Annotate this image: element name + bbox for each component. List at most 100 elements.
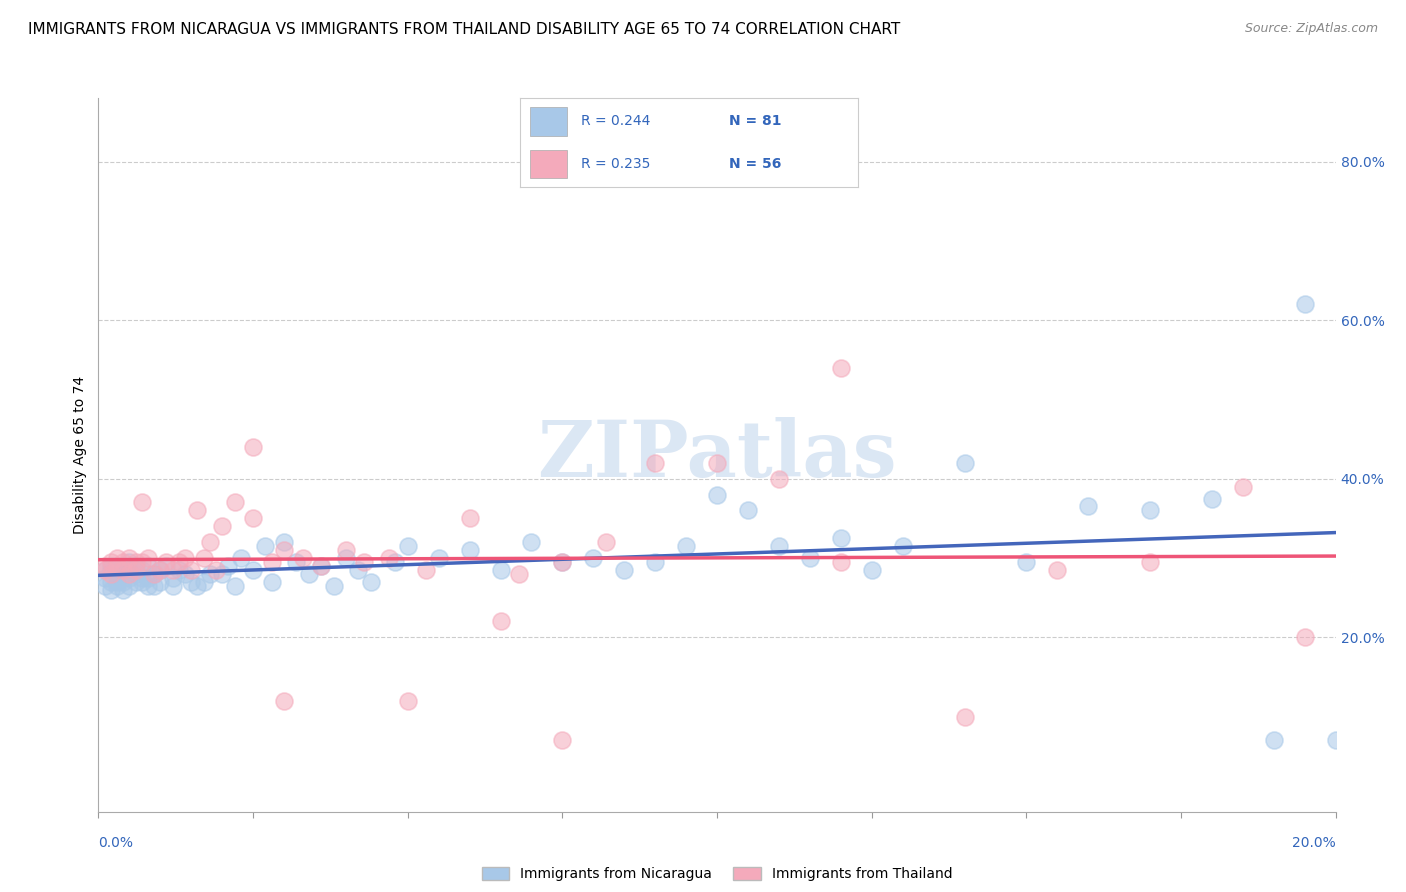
Point <box>136 571 159 585</box>
Point <box>124 563 146 577</box>
Point <box>427 551 450 566</box>
Point <box>706 456 728 470</box>
Point <box>162 563 184 577</box>
Point <box>353 555 375 569</box>
Point <box>1046 563 1069 577</box>
Point <box>186 579 208 593</box>
Point <box>309 558 332 573</box>
Point <box>100 555 122 569</box>
Point <box>891 539 914 553</box>
Point <box>162 579 184 593</box>
Point <box>1294 297 1316 311</box>
Point <box>595 535 617 549</box>
Point <box>118 566 141 581</box>
Point <box>100 566 122 581</box>
Point <box>254 539 277 553</box>
Point <box>131 563 153 577</box>
Point <box>291 551 314 566</box>
Text: Source: ZipAtlas.com: Source: ZipAtlas.com <box>1244 22 1378 36</box>
Point <box>396 539 419 553</box>
Point <box>162 571 184 585</box>
Point <box>335 551 357 566</box>
Point <box>1077 500 1099 514</box>
Point <box>112 555 135 569</box>
Point <box>193 551 215 566</box>
Point <box>205 563 228 577</box>
Point <box>100 558 122 573</box>
Point <box>105 574 128 589</box>
Point <box>105 579 128 593</box>
Point <box>489 615 512 629</box>
Text: N = 56: N = 56 <box>730 157 782 171</box>
Point <box>112 563 135 577</box>
Point <box>830 531 852 545</box>
Point <box>149 563 172 577</box>
FancyBboxPatch shape <box>530 150 568 178</box>
Point <box>118 555 141 569</box>
Text: N = 81: N = 81 <box>730 114 782 128</box>
Point <box>105 566 128 581</box>
Point <box>1294 630 1316 644</box>
Point <box>378 551 401 566</box>
Point <box>508 566 530 581</box>
Point <box>737 503 759 517</box>
Point <box>93 571 115 585</box>
Point <box>953 709 976 723</box>
Point <box>396 694 419 708</box>
Text: IMMIGRANTS FROM NICARAGUA VS IMMIGRANTS FROM THAILAND DISABILITY AGE 65 TO 74 CO: IMMIGRANTS FROM NICARAGUA VS IMMIGRANTS … <box>28 22 900 37</box>
Point <box>186 503 208 517</box>
Point <box>1324 733 1347 747</box>
Point <box>211 519 233 533</box>
Point <box>118 563 141 577</box>
Point <box>93 563 115 577</box>
Point <box>242 440 264 454</box>
Point <box>229 551 252 566</box>
Point <box>768 539 790 553</box>
Point <box>489 563 512 577</box>
Point <box>149 563 172 577</box>
Point <box>217 558 239 573</box>
Point <box>1232 480 1254 494</box>
Point <box>118 579 141 593</box>
Point <box>211 566 233 581</box>
Point <box>830 555 852 569</box>
Point <box>768 472 790 486</box>
Point <box>100 582 122 597</box>
Point <box>644 555 666 569</box>
Point <box>112 574 135 589</box>
Point <box>309 558 332 573</box>
Point <box>242 511 264 525</box>
Point <box>551 555 574 569</box>
Point <box>118 551 141 566</box>
Point <box>347 563 370 577</box>
Point <box>198 566 221 581</box>
Text: ZIPatlas: ZIPatlas <box>537 417 897 493</box>
Point <box>93 563 115 577</box>
Point <box>124 555 146 569</box>
Point <box>136 551 159 566</box>
Text: R = 0.235: R = 0.235 <box>581 157 651 171</box>
Point <box>322 579 344 593</box>
Point <box>551 733 574 747</box>
Text: 20.0%: 20.0% <box>1292 836 1336 850</box>
Text: R = 0.244: R = 0.244 <box>581 114 651 128</box>
Point <box>105 558 128 573</box>
Point <box>143 566 166 581</box>
Point <box>136 558 159 573</box>
Point <box>131 571 153 585</box>
Point <box>285 555 308 569</box>
Point <box>860 563 883 577</box>
Point <box>1139 503 1161 517</box>
Point <box>136 579 159 593</box>
Point <box>193 574 215 589</box>
Point <box>360 574 382 589</box>
Point <box>155 558 177 573</box>
Point <box>112 582 135 597</box>
Point <box>415 563 437 577</box>
Legend: Immigrants from Nicaragua, Immigrants from Thailand: Immigrants from Nicaragua, Immigrants fr… <box>477 862 957 887</box>
Point <box>167 555 190 569</box>
Point <box>298 566 321 581</box>
Point <box>260 574 283 589</box>
Point <box>124 574 146 589</box>
Point <box>112 563 135 577</box>
